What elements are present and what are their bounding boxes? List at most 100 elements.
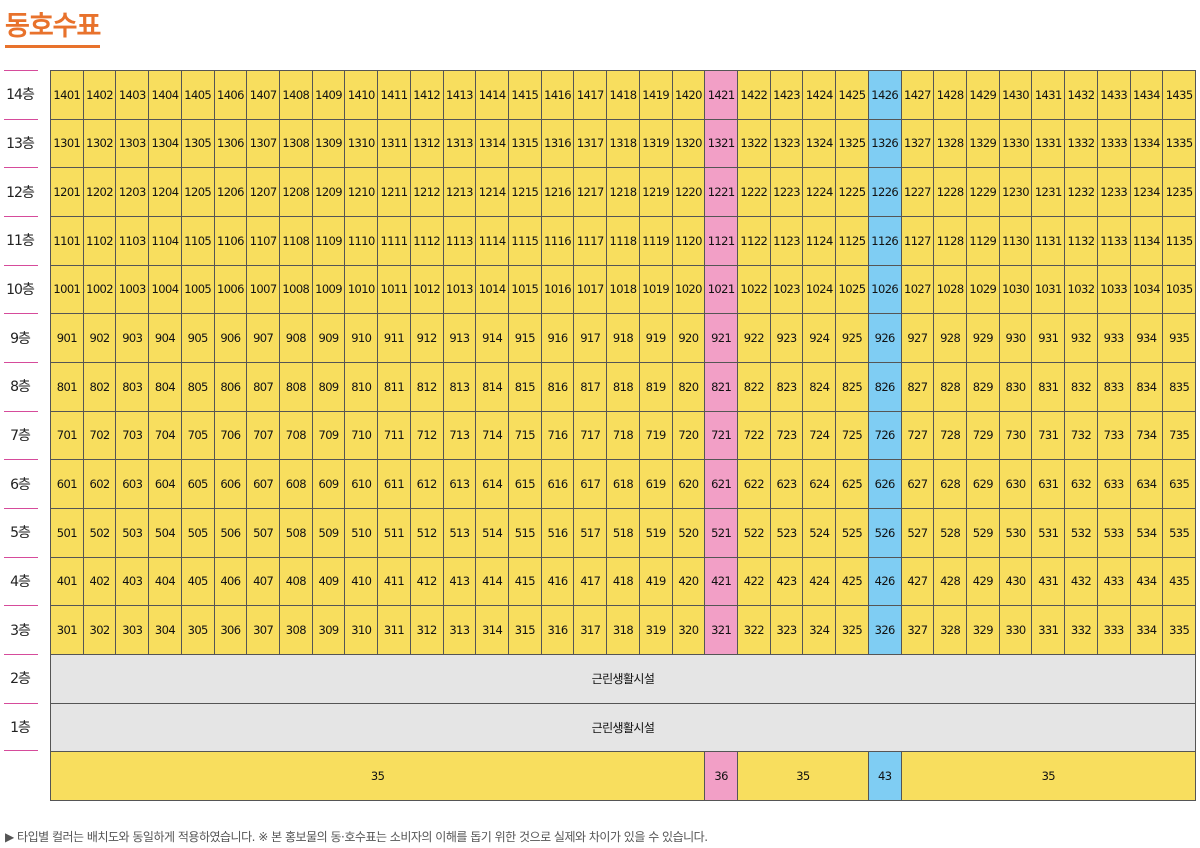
unit-cell: 523 (770, 508, 804, 558)
unit-cell: 614 (476, 460, 509, 509)
unit-cell: 1215 (509, 168, 542, 217)
unit-cell: 317 (574, 606, 608, 655)
unit-cell: 830 (999, 362, 1033, 412)
unit-cell: 701 (51, 411, 84, 461)
unit-cell: 706 (214, 411, 248, 461)
unit-type-cell: 36 (705, 752, 738, 801)
unit-cell: 304 (149, 606, 182, 655)
unit-cell: 325 (836, 606, 869, 655)
unit-cell: 635 (1163, 460, 1196, 509)
unit-cell: 303 (116, 606, 150, 655)
unit-cell: 805 (181, 362, 215, 412)
unit-cell: 514 (476, 508, 509, 558)
unit-cell: 625 (836, 460, 869, 509)
unit-cell: 522 (738, 508, 771, 558)
unit-cell: 615 (509, 460, 542, 509)
unit-cell: 313 (443, 606, 477, 655)
unit-cell: 1404 (149, 71, 182, 120)
unit-cell: 708 (280, 411, 313, 461)
unit-cell: 1009 (312, 265, 346, 315)
unit-cell: 1203 (116, 168, 150, 217)
unit-cell: 918 (607, 314, 640, 363)
unit-cell: 309 (312, 606, 346, 655)
unit-cell: 831 (1032, 362, 1066, 412)
unit-cell: 525 (836, 508, 869, 558)
unit-cell: 1409 (312, 71, 346, 120)
unit-cell: 832 (1065, 362, 1098, 412)
unit-cell: 733 (1097, 411, 1131, 461)
unit-cell: 1415 (509, 71, 542, 120)
unit-cell: 822 (738, 362, 771, 412)
unit-cell: 910 (345, 314, 379, 363)
unit-cell: 518 (607, 508, 640, 558)
unit-cell: 720 (672, 411, 706, 461)
unit-cell: 531 (1032, 508, 1066, 558)
unit-cell: 1126 (868, 216, 902, 266)
unit-cell: 1004 (149, 265, 182, 315)
unit-cell: 611 (378, 460, 411, 509)
unit-cell: 415 (509, 557, 542, 607)
unit-cell: 906 (214, 314, 248, 363)
unit-cell: 1021 (705, 265, 738, 315)
unit-cell: 813 (443, 362, 477, 412)
unit-cell: 1430 (999, 71, 1033, 120)
unit-cell: 1210 (345, 168, 379, 217)
unit-cell: 1221 (705, 168, 738, 217)
unit-cell: 428 (934, 557, 967, 607)
unit-cell: 1026 (868, 265, 902, 315)
unit-cell: 803 (116, 362, 150, 412)
unit-cell: 519 (639, 508, 673, 558)
unit-cell: 724 (803, 411, 837, 461)
unit-cell: 725 (836, 411, 869, 461)
unit-cell: 817 (574, 362, 608, 412)
unit-cell: 814 (476, 362, 509, 412)
page-title: 동호수표 (5, 10, 101, 48)
unit-cell: 1230 (999, 168, 1033, 217)
unit-cell: 710 (345, 411, 379, 461)
unit-cell: 1032 (1065, 265, 1098, 315)
unit-cell: 1226 (868, 168, 902, 217)
floor-label: 10층 (0, 264, 40, 314)
unit-cell: 1416 (541, 71, 575, 120)
unit-cell: 1014 (476, 265, 509, 315)
unit-cell: 823 (770, 362, 804, 412)
unit-cell: 1332 (1065, 119, 1098, 169)
unit-cell: 424 (803, 557, 837, 607)
unit-cell: 320 (672, 606, 706, 655)
floor-label: 6층 (0, 459, 40, 508)
unit-cell: 1308 (280, 119, 313, 169)
unit-cell: 601 (51, 460, 84, 509)
unit-cell: 913 (443, 314, 477, 363)
unit-cell: 422 (738, 557, 771, 607)
floor-label: 8층 (0, 361, 40, 411)
unit-cell: 723 (770, 411, 804, 461)
unit-cell: 908 (280, 314, 313, 363)
unit-cell: 1111 (378, 216, 411, 266)
unit-cell: 812 (410, 362, 444, 412)
unit-cell: 1204 (149, 168, 182, 217)
unit-cell: 423 (770, 557, 804, 607)
unit-cell: 711 (378, 411, 411, 461)
unit-cell: 328 (934, 606, 967, 655)
unit-cell: 405 (181, 557, 215, 607)
unit-cell: 1316 (541, 119, 575, 169)
unit-cell: 431 (1032, 557, 1066, 607)
unit-cell: 535 (1163, 508, 1196, 558)
unit-cell: 1412 (410, 71, 444, 120)
unit-cell: 1029 (967, 265, 1000, 315)
unit-cell: 528 (934, 508, 967, 558)
unit-cell: 815 (509, 362, 542, 412)
unit-cell: 924 (803, 314, 837, 363)
unit-cell: 1218 (607, 168, 640, 217)
unit-cell: 1317 (574, 119, 608, 169)
unit-cell: 1406 (214, 71, 248, 120)
unit-cell: 804 (149, 362, 182, 412)
unit-cell: 421 (705, 557, 738, 607)
unit-cell: 608 (280, 460, 313, 509)
unit-cell: 907 (247, 314, 280, 363)
unit-cell: 1013 (443, 265, 477, 315)
unit-cell: 1019 (639, 265, 673, 315)
unit-cell: 808 (280, 362, 313, 412)
unit-cell: 1122 (738, 216, 771, 266)
unit-cell: 506 (214, 508, 248, 558)
